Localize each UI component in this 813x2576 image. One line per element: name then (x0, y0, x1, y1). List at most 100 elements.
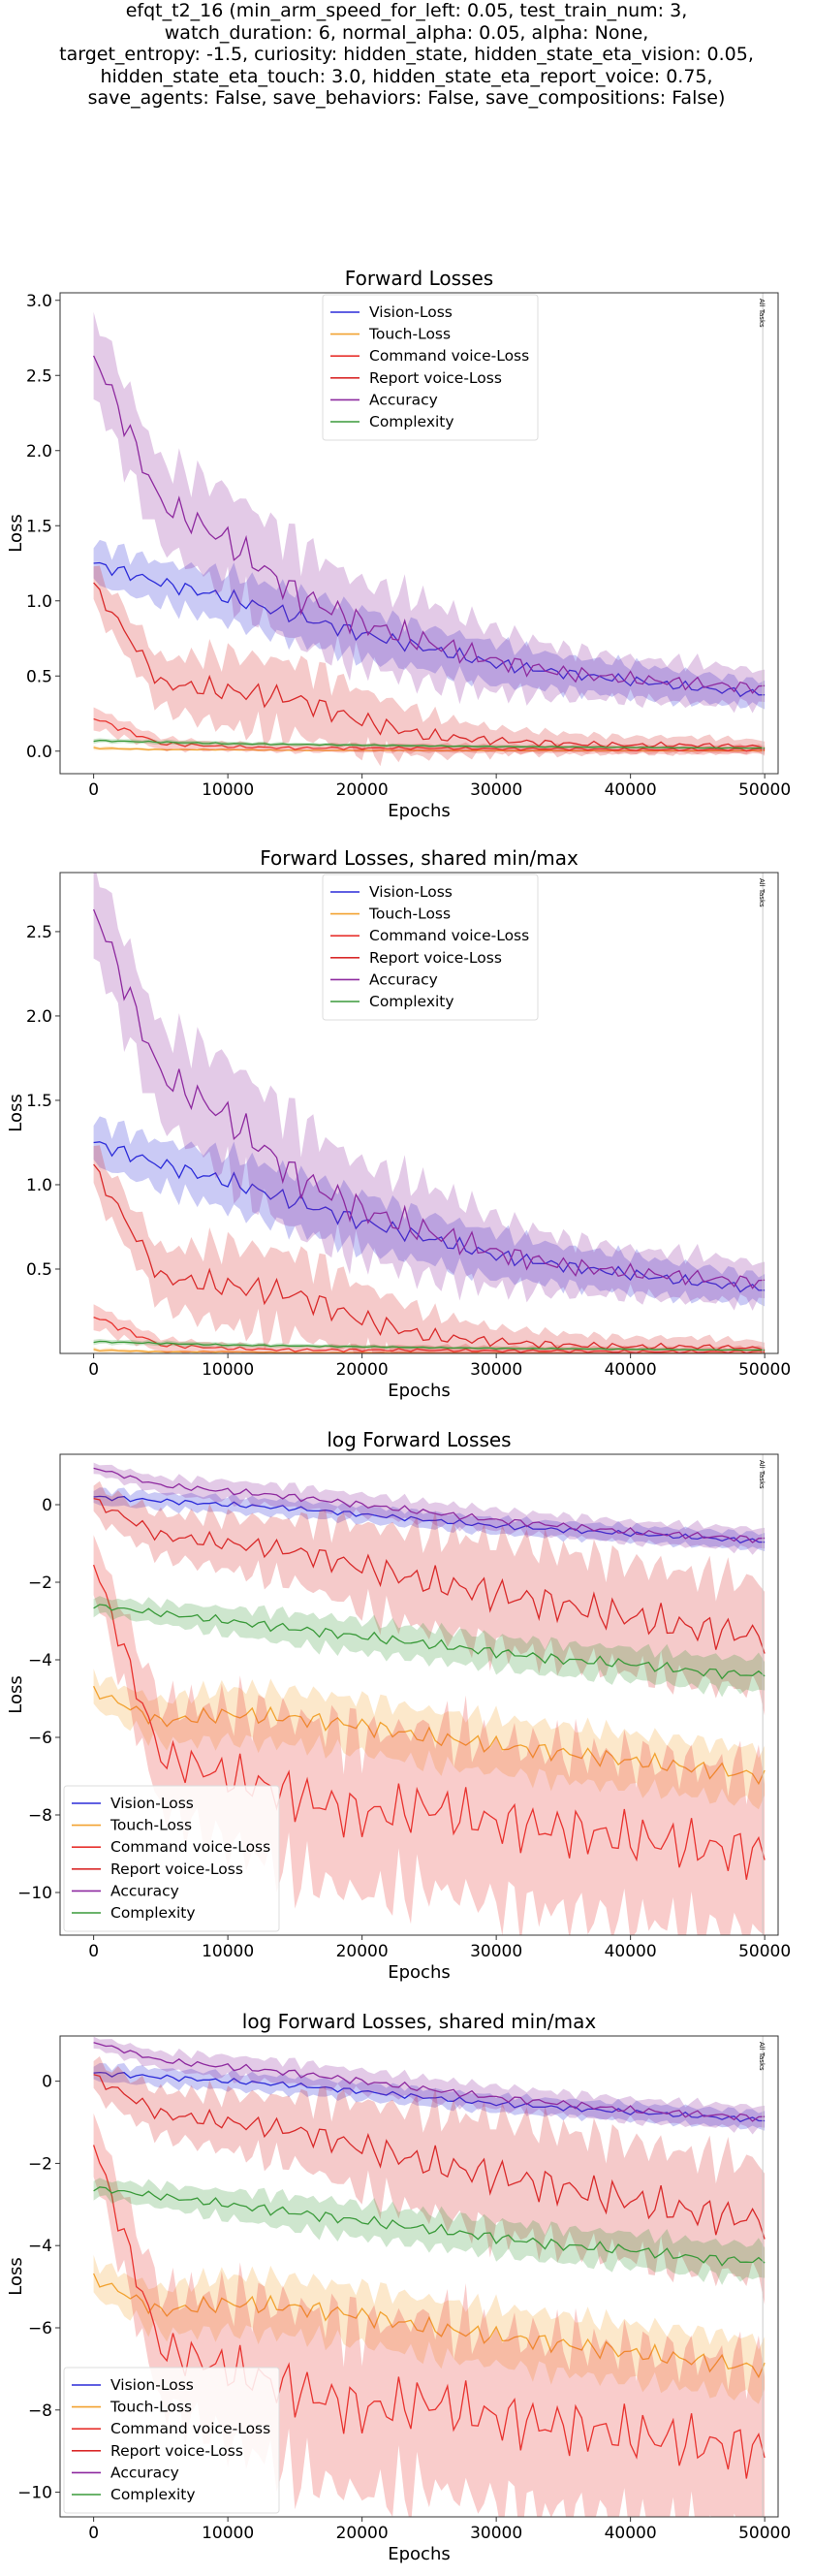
y-tick-label: 2.5 (26, 366, 52, 386)
x-tick-label: 30000 (470, 2524, 522, 2543)
series-line-report (93, 582, 766, 749)
y-tick-label: 0 (42, 1496, 52, 1515)
legend-label-complexity: Complexity (110, 2486, 196, 2503)
y-tick-label: −10 (17, 1884, 52, 1903)
series-band-accuracy (93, 311, 766, 714)
chart-title: Forward Losses, shared min/max (260, 846, 578, 870)
series-line-vision (93, 1495, 766, 1544)
series-line-complexity (93, 739, 766, 749)
series-band-accuracy (93, 1462, 766, 1555)
x-tick-label: 10000 (202, 780, 254, 800)
series-line-complexity (93, 1340, 766, 1352)
series-line-vision (93, 1141, 766, 1293)
legend-label-touch: Touch-Loss (368, 906, 451, 923)
series-line-complexity (93, 1604, 766, 1680)
series-band-vision (93, 2062, 766, 2131)
figure-suptitle: efqt_t2_16 (min_arm_speed_for_left: 0.05… (0, 0, 813, 110)
series-line-accuracy (93, 1467, 766, 1543)
x-tick-label: 10000 (202, 1942, 254, 1961)
suptitle-line: watch_duration: 6, normal_alpha: 0.05, a… (164, 21, 649, 44)
series-band-complexity (93, 2178, 766, 2285)
legend-label-report: Report voice-Loss (110, 1860, 243, 1878)
chart-title: log Forward Losses (327, 1428, 511, 1451)
legend-label-command: Command voice-Loss (110, 1838, 270, 1856)
x-tick-label: 50000 (738, 2524, 791, 2543)
series-line-report (93, 2074, 766, 2240)
legend: Vision-Loss Touch-Loss Command voice-Loss R… (63, 2367, 280, 2514)
y-tick-label: −2 (28, 1574, 52, 1593)
legend-label-complexity: Complexity (369, 413, 454, 430)
series-line-vision (93, 2071, 766, 2123)
x-tick-label: 40000 (605, 780, 657, 800)
series-line-vision (93, 561, 766, 698)
series-band-vision (93, 539, 766, 710)
legend-label-vision: Vision-Loss (369, 883, 453, 901)
series-line-command (92, 1564, 766, 1880)
series-line-accuracy (92, 908, 766, 1289)
y-tick-label: 2.0 (26, 442, 52, 461)
y-tick-label: −2 (28, 2154, 52, 2174)
series-band-complexity (93, 1596, 766, 1698)
legend-label-accuracy: Accuracy (369, 970, 438, 988)
x-tick-label: 0 (88, 2524, 99, 2543)
series-band-report (93, 565, 766, 767)
x-tick-label: 20000 (336, 780, 389, 800)
x-axis-label: Epochs (388, 1381, 451, 1401)
x-tick-label: 20000 (336, 2524, 389, 2543)
y-tick-label: 0.0 (26, 743, 52, 762)
legend-box (63, 2367, 280, 2514)
x-tick-label: 30000 (470, 780, 522, 800)
chart-log-forward-losses: log Forward Losses All Tasks 0 10000 20000 30… (6, 1428, 791, 1983)
x-tick-label: 40000 (605, 1360, 657, 1380)
legend-label-touch: Touch-Loss (109, 2399, 192, 2416)
series-band-touch (93, 1669, 766, 1810)
legend: Vision-Loss Touch-Loss Command voice-Loss R… (322, 874, 539, 1021)
series-band-report (93, 1480, 766, 1716)
plot-area (92, 873, 766, 1353)
legend-label-report: Report voice-Loss (369, 369, 502, 387)
y-axis-label: Loss (6, 2257, 26, 2295)
legend-label-command: Command voice-Loss (369, 927, 529, 944)
x-tick-label: 40000 (605, 2524, 657, 2543)
y-axis-label: Loss (6, 1675, 26, 1713)
task-boundary-label: All Tasks (758, 1460, 766, 1489)
task-boundary-label: All Tasks (758, 878, 766, 907)
plot-area (93, 311, 766, 767)
y-axis-label: Loss (6, 514, 26, 552)
series-band-accuracy (93, 2036, 766, 2135)
legend-box (322, 874, 539, 1021)
legend-label-report: Report voice-Loss (369, 949, 502, 967)
x-axis-label: Epochs (388, 2544, 451, 2564)
legend: Vision-Loss Touch-Loss Command voice-Loss R… (63, 1785, 280, 1932)
plot-frame (59, 292, 779, 775)
legend-label-report: Report voice-Loss (110, 2442, 243, 2460)
suptitle-line: save_agents: False, save_behaviors: Fals… (87, 87, 726, 109)
plot-area (92, 1462, 766, 1935)
legend-label-vision: Vision-Loss (369, 303, 453, 321)
series-line-touch (93, 1685, 766, 1786)
chart-forward-losses: Forward Losses All Tasks 0 10000 20000 30000 4… (6, 267, 791, 821)
y-tick-label: 3.0 (26, 292, 52, 311)
legend-label-complexity: Complexity (369, 993, 454, 1010)
x-tick-label: 20000 (336, 1360, 389, 1380)
chart-title: log Forward Losses, shared min/max (242, 2010, 597, 2033)
series-band-accuracy (93, 873, 766, 1311)
y-axis-label: Loss (6, 1094, 26, 1131)
series-line-report (93, 1163, 766, 1352)
series-band-touch (93, 2254, 766, 2404)
series-band-complexity (93, 1339, 766, 1352)
series-line-command (93, 1316, 766, 1353)
x-tick-label: 30000 (470, 1360, 522, 1380)
series-band-vision (93, 1487, 766, 1552)
chart-title: Forward Losses (345, 267, 493, 290)
y-tick-label: −4 (28, 1651, 52, 1670)
x-tick-label: 0 (88, 780, 99, 800)
legend-label-accuracy: Accuracy (110, 1882, 179, 1899)
x-tick-label: 0 (88, 1942, 99, 1961)
x-tick-label: 50000 (738, 1360, 791, 1380)
legend-label-command: Command voice-Loss (110, 2420, 270, 2437)
x-tick-label: 40000 (605, 1942, 657, 1961)
legend-label-touch: Touch-Loss (109, 1817, 192, 1834)
legend: Vision-Loss Touch-Loss Command voice-Loss R… (322, 294, 539, 441)
y-tick-label: 1.0 (26, 1176, 52, 1195)
